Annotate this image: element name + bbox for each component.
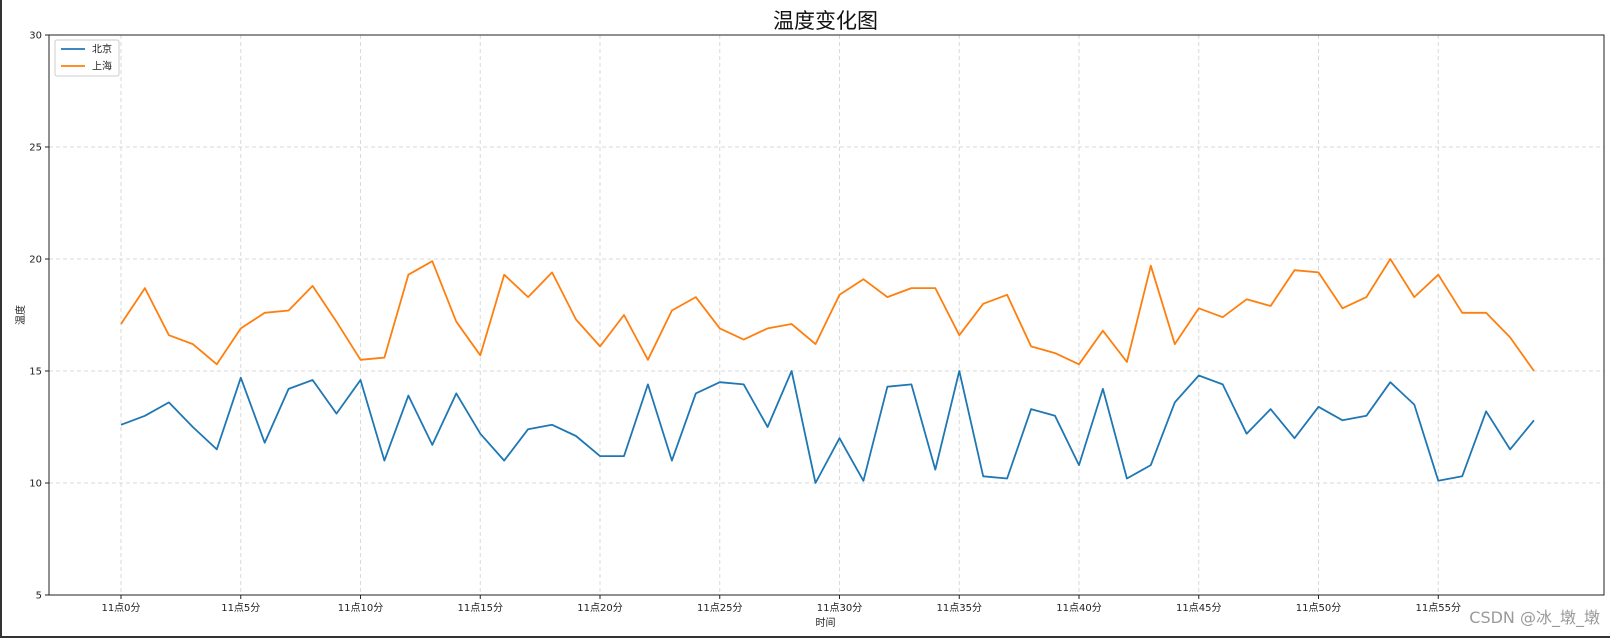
axis-ticks: 5 10 15 20 25 30 11点0分 11点5分 11点10分 11点15分 11点20分 1… <box>29 31 1461 615</box>
x-tick-label: 11点5分 <box>221 602 260 614</box>
x-tick-label: 11点30分 <box>817 602 862 614</box>
y-tick-label: 5 <box>36 591 42 602</box>
legend-label: 北京 <box>92 43 112 56</box>
y-tick-label: 20 <box>29 255 42 266</box>
chart-title: 温度变化图 <box>773 9 878 33</box>
y-tick-label: 25 <box>29 143 42 154</box>
x-tick-label: 11点15分 <box>458 602 503 614</box>
y-tick-label: 30 <box>29 31 42 42</box>
x-axis-title: 时间 <box>816 616 836 629</box>
x-tick-label: 11点40分 <box>1056 602 1101 614</box>
y-tick-label: 15 <box>29 367 42 378</box>
x-tick-label: 11点45分 <box>1176 602 1221 614</box>
x-tick-label: 11点50分 <box>1296 602 1341 614</box>
series-lines <box>120 258 1535 484</box>
grid-lines <box>49 34 1604 596</box>
x-tick-label: 11点20分 <box>577 602 622 614</box>
watermark: CSDN @冰_墩_墩 <box>1469 608 1600 627</box>
y-axis-title: 温度 <box>14 305 27 325</box>
plot-area <box>48 34 1605 596</box>
series-line-上海 <box>120 258 1535 372</box>
series-line-北京 <box>120 370 1535 484</box>
x-tick-label: 11点55分 <box>1416 602 1461 614</box>
x-tick-label: 11点25分 <box>697 602 742 614</box>
x-tick-label: 11点35分 <box>937 602 982 614</box>
x-tick-label: 11点0分 <box>101 602 140 614</box>
legend-label: 上海 <box>92 60 112 73</box>
x-tick-label: 11点10分 <box>338 602 383 614</box>
y-tick-label: 10 <box>29 479 42 490</box>
